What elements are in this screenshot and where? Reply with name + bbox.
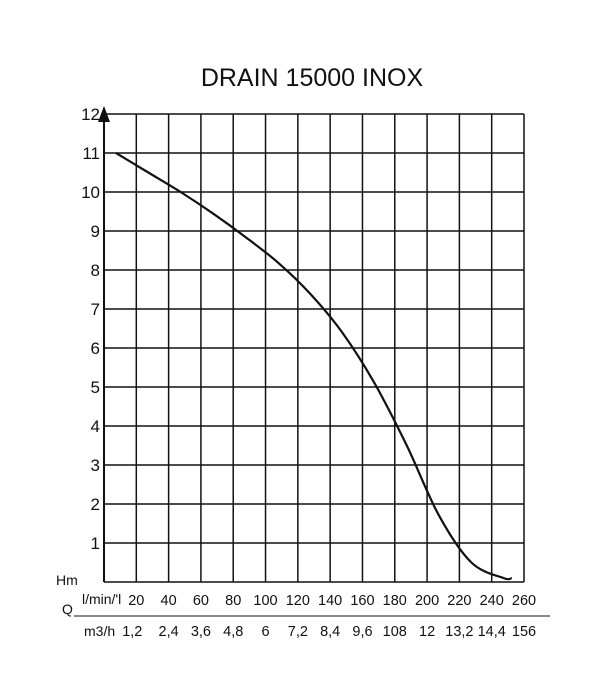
y-tick-label: 5 — [91, 378, 100, 397]
x-tick-label-lmin: 60 — [193, 593, 209, 609]
y-axis-arrow-icon — [98, 106, 110, 122]
x-tick-label-lmin: 200 — [415, 593, 439, 609]
x-tick-label-lmin: 260 — [512, 593, 536, 609]
chart-title: DRAIN 15000 INOX — [201, 64, 424, 92]
x-tick-label-lmin: 180 — [383, 593, 407, 609]
x-tick-label-lmin: 20 — [128, 593, 144, 609]
x-tick-label-m3h: 3,6 — [191, 624, 211, 640]
y-tick-labels: 12 11 10 9 8 7 6 5 4 3 2 1 — [81, 105, 100, 553]
performance-curve — [115, 152, 513, 581]
x-tick-label-lmin: 40 — [161, 593, 177, 609]
x-tick-label-lmin: 140 — [318, 593, 342, 609]
axes — [74, 106, 550, 617]
x-tick-label-m3h: 8,4 — [320, 624, 340, 640]
x-tick-label-m3h: 2,4 — [159, 624, 179, 640]
x-tick-label-m3h: 9,6 — [352, 624, 372, 640]
x-tick-label-m3h: 6 — [261, 624, 269, 640]
x-tick-label-m3h: 156 — [512, 624, 536, 640]
y-tick-label: 10 — [81, 183, 100, 202]
x-tick-label-lmin: 100 — [253, 593, 277, 609]
y-tick-label: 12 — [81, 105, 100, 124]
y-tick-label: 1 — [91, 534, 100, 553]
x-tick-label-lmin: 120 — [286, 593, 310, 609]
x-unit-lmin: l/min/'l — [82, 591, 121, 607]
x-tick-label-m3h: 1,2 — [122, 624, 142, 640]
x-tick-label-lmin: 220 — [447, 593, 471, 609]
y-tick-label: 8 — [91, 261, 100, 280]
x-tick-label-m3h: 7,2 — [288, 624, 308, 640]
y-tick-label: 4 — [91, 417, 100, 436]
x-tick-labels: 20 40 60 80 100 120 140 160 180 200 220 240 260 1,2 2,… — [122, 593, 536, 640]
x-tick-label-m3h: 13,2 — [445, 624, 473, 640]
grid — [103, 113, 525, 583]
y-tick-label: 6 — [91, 339, 100, 358]
x-tick-label-lmin: 240 — [480, 593, 504, 609]
x-tick-label-m3h: 12 — [419, 624, 435, 640]
x-tick-label-m3h: 14,4 — [478, 624, 506, 640]
y-tick-label: 3 — [91, 456, 100, 475]
y-tick-label: 11 — [82, 144, 100, 163]
y-tick-label: 7 — [91, 300, 100, 319]
x-unit-m3h: m3/h — [84, 623, 115, 639]
x-axis-label: Q — [62, 601, 73, 617]
x-tick-label-m3h: 4,8 — [223, 624, 243, 640]
y-axis-label: Hm — [56, 572, 78, 588]
y-tick-label: 9 — [91, 222, 100, 241]
y-tick-label: 2 — [91, 495, 100, 514]
x-tick-label-m3h: 108 — [383, 624, 407, 640]
x-tick-label-lmin: 80 — [225, 593, 241, 609]
x-tick-label-lmin: 160 — [350, 593, 374, 609]
